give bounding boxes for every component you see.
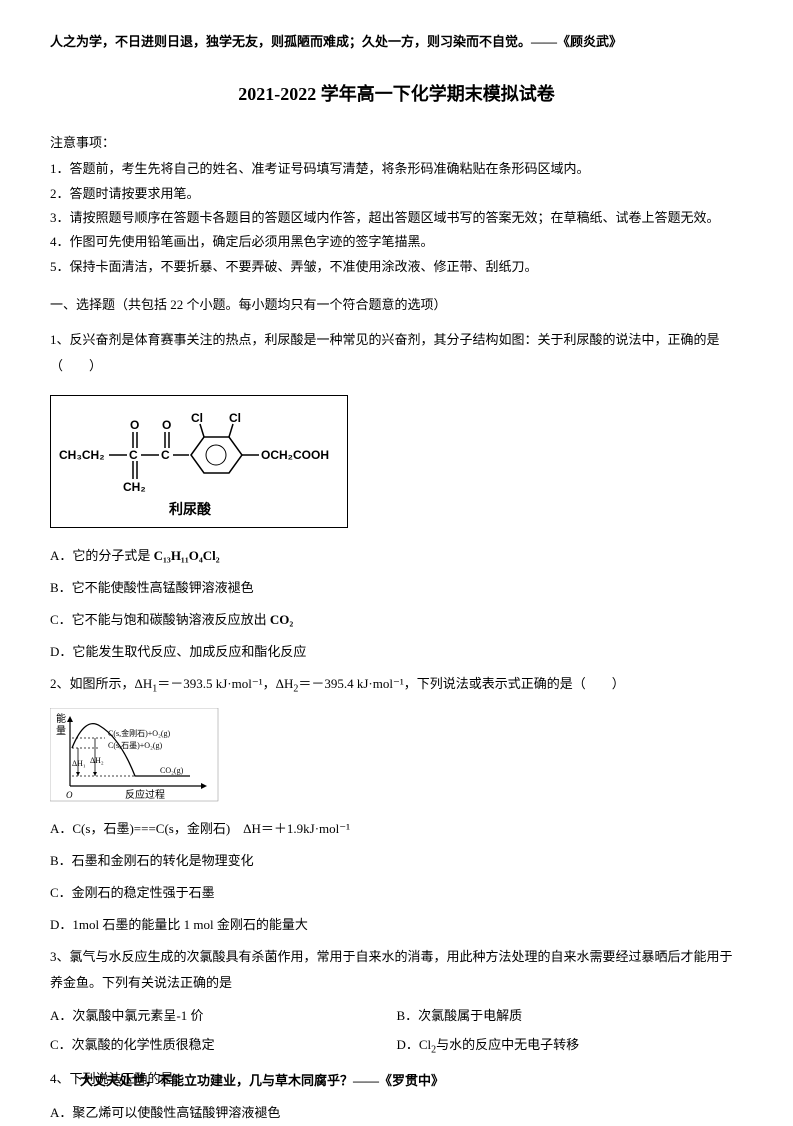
svg-text:ΔH₂: ΔH₂ [90, 756, 104, 765]
q2-option-d: D．1mol 石墨的能量比 1 mol 金刚石的能量大 [50, 912, 743, 938]
q3-row1: A．次氯酸中氯元素呈-1 价 B．次氯酸属于电解质 [50, 1004, 743, 1027]
q1-option-b: B．它不能使酸性高锰酸钾溶液褪色 [50, 575, 743, 601]
notice-list: 1．答题前，考生先将自己的姓名、准考证号码填写清楚，将条形码准确粘贴在条形码区域… [50, 157, 743, 278]
q1-stem: 1、反兴奋剂是体育赛事关注的热点，利尿酸是一种常见的兴奋剂，其分子结构如图：关于… [50, 327, 743, 379]
chem-label-och2cooh: OCH₂COOH [261, 448, 329, 462]
chem-label-ch2: CH₂ [123, 480, 146, 494]
q3-row2: C．次氯酸的化学性质很稳定 D．Cl2与水的反应中无电子转移 [50, 1033, 743, 1060]
notice-item: 2．答题时请按要求用笔。 [50, 182, 743, 205]
q1-option-a: A．它的分子式是 C₁₃H₁₁O₄Cl₂ [50, 543, 743, 569]
svg-text:能: 能 [56, 712, 66, 725]
chem-label-ch3ch2: CH₃CH₂ [59, 448, 105, 462]
footer-quote: 大丈夫处世，不能立功建业，几与草木同腐乎？——《罗贯中》 [80, 1069, 444, 1092]
q2-option-a: A．C(s，石墨)===C(s，金刚石) ΔH＝＋1.9kJ·mol⁻¹ [50, 816, 743, 842]
notice-item: 1．答题前，考生先将自己的姓名、准考证号码填写清楚，将条形码准确粘贴在条形码区域… [50, 157, 743, 180]
chem-label-cl2: Cl [229, 411, 241, 425]
svg-text:C(s,金刚石)+O₂(g): C(s,金刚石)+O₂(g) [108, 728, 171, 738]
q2-figure: 能 量 O 反应过程 C(s,金刚石)+O₂(g) C(s,石墨)+O₂(g) … [50, 708, 743, 810]
q2-option-c: C．金刚石的稳定性强于石墨 [50, 880, 743, 906]
q3-stem: 3、氯气与水反应生成的次氯酸具有杀菌作用，常用于自来水的消毒，用此种方法处理的自… [50, 944, 743, 996]
q3-option-b: B．次氯酸属于电解质 [397, 1004, 744, 1027]
svg-text:C: C [161, 448, 170, 462]
q1-option-c: C．它不能与饱和碳酸钠溶液反应放出 CO₂ [50, 607, 743, 633]
q3-option-c: C．次氯酸的化学性质很稳定 [50, 1033, 397, 1060]
svg-text:量: 量 [56, 725, 66, 737]
q2-option-b: B．石墨和金刚石的转化是物理变化 [50, 848, 743, 874]
q1-option-d: D．它能发生取代反应、加成反应和酯化反应 [50, 639, 743, 665]
svg-text:O: O [162, 418, 171, 432]
chem-label-o: O [130, 418, 139, 432]
chem-label-cl1: Cl [191, 411, 203, 425]
q2-stem: 2、如图所示，ΔH1＝－393.5 kJ·mol⁻¹，ΔH2＝－395.4 kJ… [50, 671, 743, 700]
header-quote: 人之为学，不日进则日退，独学无友，则孤陋而难成；久处一方，则习染而不自觉。——《… [50, 30, 743, 53]
notice-heading: 注意事项： [50, 131, 743, 154]
figure-label: 利尿酸 [169, 501, 212, 518]
svg-text:CO₂(g): CO₂(g) [160, 766, 184, 775]
notice-item: 3．请按照题号顺序在答题卡各题目的答题区域内作答，超出答题区域书写的答案无效；在… [50, 206, 743, 229]
svg-text:C: C [129, 448, 138, 462]
svg-text:反应过程: 反应过程 [125, 788, 165, 801]
q3-option-a: A．次氯酸中氯元素呈-1 价 [50, 1004, 397, 1027]
notice-item: 5．保持卡面清洁，不要折暴、不要弄破、弄皱，不准使用涂改液、修正带、刮纸刀。 [50, 255, 743, 278]
svg-text:ΔH₁: ΔH₁ [72, 759, 86, 768]
section-heading: 一、选择题（共包括 22 个小题。每小题均只有一个符合题意的选项） [50, 293, 743, 316]
q1-figure: CH₃CH₂ C O CH₂ C O Cl Cl [50, 395, 348, 528]
notice-item: 4．作图可先使用铅笔画出，确定后必须用黑色字迹的签字笔描黑。 [50, 230, 743, 253]
exam-title: 2021-2022 学年高一下化学期末模拟试卷 [50, 78, 743, 110]
q3-option-d: D．Cl2与水的反应中无电子转移 [397, 1033, 744, 1060]
svg-text:C(s,石墨)+O₂(g): C(s,石墨)+O₂(g) [108, 741, 163, 750]
svg-text:O: O [66, 790, 73, 800]
